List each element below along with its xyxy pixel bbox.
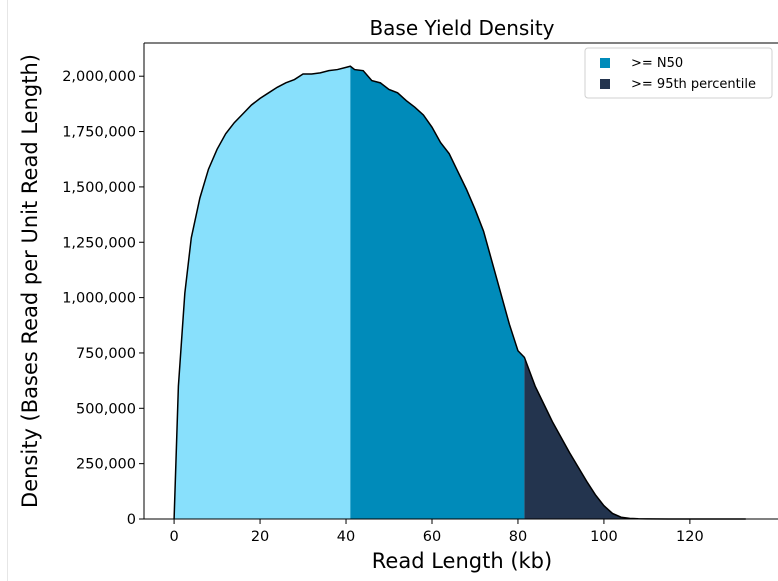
legend-frame bbox=[584, 47, 773, 99]
y-ticks: 0 250,000 500,000 750,000 1,000,000 1,250,000… bbox=[62, 69, 144, 528]
y-tick-label: 1,000,000 bbox=[62, 291, 136, 307]
x-tick-label: 100 bbox=[590, 529, 618, 545]
x-ticks: 0 20 40 60 80 100 120 bbox=[169, 519, 704, 545]
y-tick-label: 2,000,000 bbox=[62, 69, 136, 85]
y-tick-label: 1,750,000 bbox=[62, 125, 136, 141]
legend-label-95th: >= 95th percentile bbox=[631, 77, 756, 92]
density-curve bbox=[173, 65, 746, 520]
y-axis-title: Density (Bases Read per Unit Read Length… bbox=[18, 54, 42, 508]
x-tick-label: 0 bbox=[169, 529, 178, 545]
y-tick-label: 250,000 bbox=[76, 457, 136, 473]
x-axis-title: Read Length (kb) bbox=[372, 549, 552, 573]
x-tick-label: 80 bbox=[509, 529, 527, 545]
density-areas bbox=[174, 66, 746, 519]
y-tick-label: 1,250,000 bbox=[62, 235, 136, 251]
x-tick-label: 40 bbox=[337, 529, 355, 545]
x-tick-label: 20 bbox=[251, 529, 269, 545]
y-tick-label: 0 bbox=[127, 512, 136, 528]
left-border-line bbox=[7, 0, 8, 581]
area-region-0 bbox=[174, 66, 351, 519]
x-tick-label: 120 bbox=[676, 529, 704, 545]
area-region-1 bbox=[350, 66, 525, 519]
y-tick-label: 500,000 bbox=[76, 401, 136, 417]
legend-swatch-95th bbox=[600, 79, 610, 89]
axes bbox=[143, 42, 778, 520]
y-tick-label: 750,000 bbox=[76, 346, 136, 362]
legend: >= N50 >= 95th percentile bbox=[584, 47, 773, 99]
x-tick-label: 60 bbox=[423, 529, 441, 545]
legend-swatch-n50 bbox=[600, 58, 610, 68]
chart-title: Base Yield Density bbox=[369, 16, 554, 40]
area-region-2 bbox=[524, 357, 746, 519]
y-tick-label: 1,500,000 bbox=[62, 180, 136, 196]
legend-label-n50: >= N50 bbox=[631, 56, 683, 71]
